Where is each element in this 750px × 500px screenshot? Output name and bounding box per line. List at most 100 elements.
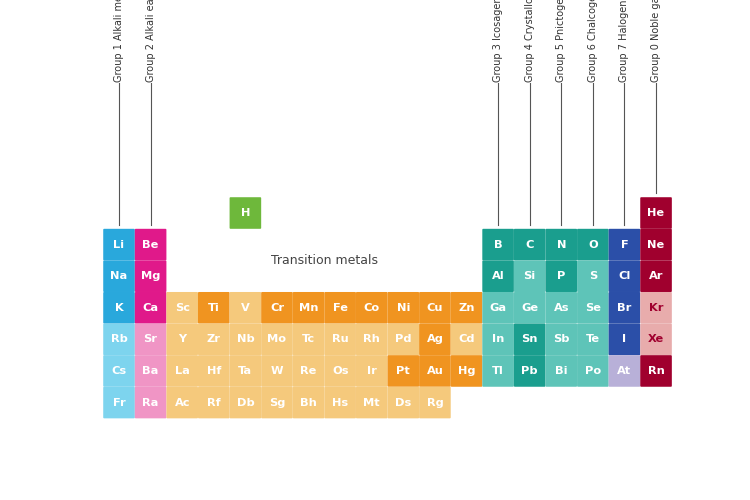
- Text: Li: Li: [113, 240, 125, 250]
- Text: Rh: Rh: [363, 334, 380, 344]
- FancyBboxPatch shape: [261, 387, 292, 418]
- Text: Group 2 Alkali earth metals: Group 2 Alkali earth metals: [146, 0, 155, 82]
- FancyBboxPatch shape: [104, 355, 135, 387]
- Text: Group 3 Icosagens: Group 3 Icosagens: [493, 0, 503, 82]
- FancyBboxPatch shape: [545, 260, 577, 292]
- Text: Se: Se: [585, 303, 601, 313]
- FancyBboxPatch shape: [451, 292, 482, 324]
- FancyBboxPatch shape: [104, 260, 135, 292]
- FancyBboxPatch shape: [482, 229, 514, 260]
- Text: Rn: Rn: [647, 366, 664, 376]
- Text: Te: Te: [586, 334, 600, 344]
- Text: Zr: Zr: [207, 334, 220, 344]
- Text: Be: Be: [142, 240, 159, 250]
- FancyBboxPatch shape: [482, 260, 514, 292]
- Text: Tl: Tl: [492, 366, 504, 376]
- FancyBboxPatch shape: [545, 292, 577, 324]
- FancyBboxPatch shape: [640, 324, 672, 355]
- FancyBboxPatch shape: [577, 292, 609, 324]
- FancyBboxPatch shape: [135, 355, 166, 387]
- Text: B: B: [494, 240, 502, 250]
- FancyBboxPatch shape: [577, 355, 609, 387]
- Text: C: C: [526, 240, 534, 250]
- FancyBboxPatch shape: [198, 355, 230, 387]
- Text: Transition metals: Transition metals: [271, 254, 378, 267]
- Text: Po: Po: [585, 366, 601, 376]
- FancyBboxPatch shape: [609, 355, 640, 387]
- Text: Nb: Nb: [236, 334, 254, 344]
- FancyBboxPatch shape: [324, 292, 356, 324]
- FancyBboxPatch shape: [482, 355, 514, 387]
- FancyBboxPatch shape: [104, 324, 135, 355]
- FancyBboxPatch shape: [514, 260, 545, 292]
- Text: Group 0 Noble gasses: Group 0 Noble gasses: [651, 0, 661, 82]
- FancyBboxPatch shape: [388, 292, 419, 324]
- FancyBboxPatch shape: [577, 260, 609, 292]
- FancyBboxPatch shape: [135, 292, 166, 324]
- Text: Hg: Hg: [458, 366, 476, 376]
- FancyBboxPatch shape: [609, 292, 640, 324]
- Text: Al: Al: [492, 271, 505, 281]
- FancyBboxPatch shape: [261, 355, 292, 387]
- Text: Sg: Sg: [268, 398, 285, 407]
- FancyBboxPatch shape: [356, 387, 388, 418]
- FancyBboxPatch shape: [198, 387, 230, 418]
- Text: Ir: Ir: [367, 366, 376, 376]
- FancyBboxPatch shape: [640, 292, 672, 324]
- FancyBboxPatch shape: [640, 229, 672, 260]
- FancyBboxPatch shape: [261, 292, 292, 324]
- Text: As: As: [554, 303, 569, 313]
- Text: Hf: Hf: [206, 366, 221, 376]
- Text: Ni: Ni: [397, 303, 410, 313]
- Text: Sb: Sb: [553, 334, 569, 344]
- FancyBboxPatch shape: [230, 292, 261, 324]
- FancyBboxPatch shape: [356, 324, 388, 355]
- FancyBboxPatch shape: [356, 355, 388, 387]
- Text: Na: Na: [110, 271, 128, 281]
- Text: Ru: Ru: [332, 334, 349, 344]
- FancyBboxPatch shape: [482, 324, 514, 355]
- Text: Ag: Ag: [427, 334, 443, 344]
- FancyBboxPatch shape: [419, 355, 451, 387]
- Text: La: La: [175, 366, 190, 376]
- FancyBboxPatch shape: [609, 229, 640, 260]
- Text: Cr: Cr: [270, 303, 284, 313]
- FancyBboxPatch shape: [609, 260, 640, 292]
- Text: Tc: Tc: [302, 334, 315, 344]
- Text: Pb: Pb: [521, 366, 538, 376]
- Text: Group 1 Alkali metals: Group 1 Alkali metals: [114, 0, 124, 82]
- Text: Mt: Mt: [364, 398, 380, 407]
- FancyBboxPatch shape: [545, 324, 577, 355]
- FancyBboxPatch shape: [514, 355, 545, 387]
- Text: Co: Co: [364, 303, 380, 313]
- Text: Xe: Xe: [648, 334, 664, 344]
- Text: Mn: Mn: [298, 303, 318, 313]
- Text: Si: Si: [524, 271, 536, 281]
- FancyBboxPatch shape: [324, 324, 356, 355]
- Text: Cu: Cu: [427, 303, 443, 313]
- FancyBboxPatch shape: [230, 355, 261, 387]
- FancyBboxPatch shape: [356, 292, 388, 324]
- FancyBboxPatch shape: [292, 324, 324, 355]
- Text: Bh: Bh: [300, 398, 317, 407]
- FancyBboxPatch shape: [104, 292, 135, 324]
- Text: P: P: [557, 271, 566, 281]
- Text: He: He: [647, 208, 664, 218]
- Text: Group 4 Crystallogens: Group 4 Crystallogens: [525, 0, 535, 82]
- Text: Pt: Pt: [397, 366, 410, 376]
- Text: Ds: Ds: [395, 398, 412, 407]
- FancyBboxPatch shape: [640, 355, 672, 387]
- Text: Pd: Pd: [395, 334, 412, 344]
- Text: K: K: [115, 303, 124, 313]
- Text: Rb: Rb: [110, 334, 128, 344]
- Text: Ca: Ca: [142, 303, 159, 313]
- Text: At: At: [617, 366, 632, 376]
- FancyBboxPatch shape: [388, 387, 419, 418]
- Text: F: F: [620, 240, 628, 250]
- FancyBboxPatch shape: [388, 355, 419, 387]
- Text: Ar: Ar: [649, 271, 663, 281]
- Text: Mo: Mo: [268, 334, 286, 344]
- Text: Ne: Ne: [647, 240, 664, 250]
- Text: Group 7 Halogens: Group 7 Halogens: [620, 0, 629, 82]
- Text: Group 6 Chalcogens: Group 6 Chalcogens: [588, 0, 598, 82]
